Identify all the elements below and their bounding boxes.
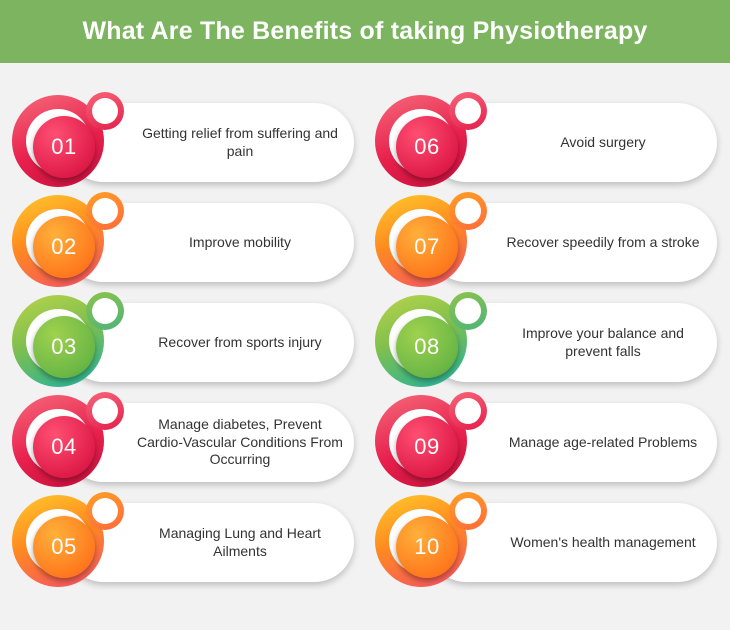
benefit-text: Recover speedily from a stroke — [506, 233, 700, 250]
benefit-number: 04 — [33, 416, 95, 478]
accent-dot — [449, 492, 487, 530]
benefit-text: Managing Lung and Heart Ailments — [159, 525, 321, 559]
benefit-item-04: 04 Manage diabetes, Prevent Cardio-Vascu… — [12, 392, 357, 492]
benefit-item-05: 05 Managing Lung and Heart Ailments — [12, 492, 357, 592]
header-banner: What Are The Benefits of taking Physioth… — [0, 0, 730, 63]
benefit-number: 10 — [396, 516, 458, 578]
benefit-number: 06 — [396, 116, 458, 178]
benefit-text: Manage age-related Problems — [508, 433, 698, 450]
benefit-number: 07 — [396, 216, 458, 278]
accent-dot — [449, 92, 487, 130]
benefit-item-07: 07 Recover speedily from a stroke — [375, 192, 720, 292]
benefit-text: Recover from sports injury — [158, 333, 322, 350]
benefit-text: Women's health management — [510, 533, 696, 550]
benefit-text: Improve mobility — [189, 233, 291, 250]
benefit-text: Avoid surgery — [560, 133, 646, 150]
accent-dot — [86, 192, 124, 230]
benefit-item-03: 03 Recover from sports injury — [12, 292, 357, 392]
accent-dot — [86, 392, 124, 430]
accent-dot — [449, 192, 487, 230]
accent-dot — [449, 392, 487, 430]
accent-dot — [86, 92, 124, 130]
benefit-item-10: 10 Women's health management — [375, 492, 720, 592]
benefit-item-08: 08 Improve your balance and prevent fall… — [375, 292, 720, 392]
benefit-number: 02 — [33, 216, 95, 278]
benefit-text: Improve your balance and prevent falls — [522, 325, 684, 359]
accent-dot — [86, 492, 124, 530]
benefit-text: Getting relief from suffering and pain — [142, 125, 338, 159]
benefit-text: Manage diabetes, Prevent Cardio-Vascular… — [137, 416, 343, 468]
benefit-number: 03 — [33, 316, 95, 378]
benefit-number: 05 — [33, 516, 95, 578]
accent-dot — [86, 292, 124, 330]
benefit-item-01: 01 Getting relief from suffering and pai… — [12, 92, 357, 192]
page-title: What Are The Benefits of taking Physioth… — [82, 17, 648, 45]
benefit-item-02: 02 Improve mobility — [12, 192, 357, 292]
benefit-number: 01 — [33, 116, 95, 178]
benefit-item-06: 06 Avoid surgery — [375, 92, 720, 192]
benefit-item-09: 09 Manage age-related Problems — [375, 392, 720, 492]
accent-dot — [449, 292, 487, 330]
benefit-number: 08 — [396, 316, 458, 378]
benefit-number: 09 — [396, 416, 458, 478]
